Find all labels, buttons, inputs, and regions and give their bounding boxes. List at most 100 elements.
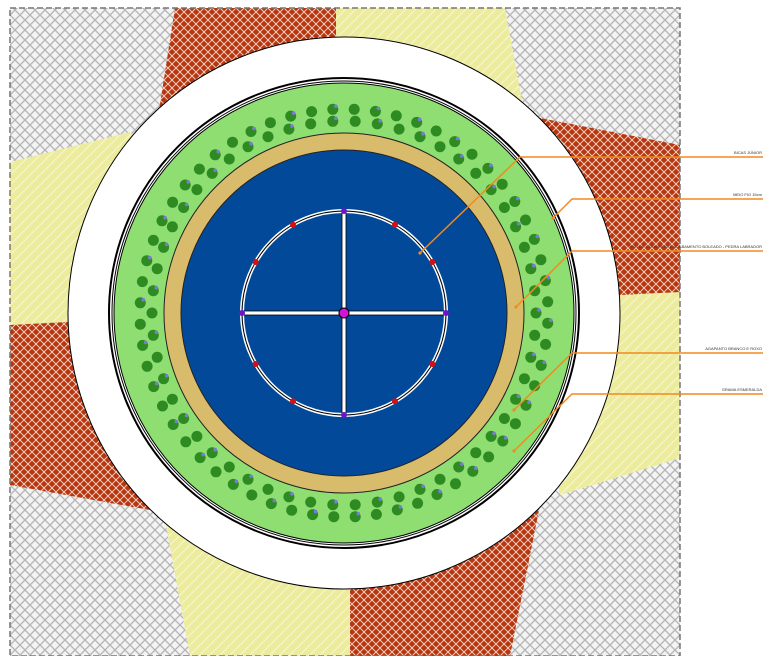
agapanthus-flower — [376, 106, 381, 111]
jet-nozzles — [239, 208, 449, 418]
agapanthus-shrub — [529, 285, 541, 297]
cross-end-nozzle — [443, 310, 449, 316]
agapanthus-flower — [334, 104, 338, 109]
label-piso: PISO DE CONCRETO E ACABAMENTO BOLEADO - … — [629, 244, 763, 249]
leader-lines — [419, 156, 763, 452]
agapanthus-shrub — [412, 497, 424, 509]
agapanthus-shrub — [166, 221, 178, 233]
agapanthus-flower — [516, 222, 521, 226]
agapanthus-flower — [213, 168, 217, 173]
agapanthus-shrub — [223, 153, 235, 165]
jet-nozzle — [392, 398, 398, 405]
agapanthus-shrub — [393, 491, 405, 503]
agapanthus-shrub — [223, 461, 235, 473]
agapanthus-shrub — [434, 141, 446, 153]
agapanthus-shrub — [141, 360, 153, 372]
agapanthus-flower — [504, 436, 508, 440]
site-boundary — [9, 7, 681, 656]
agapanthus-shrub — [518, 241, 530, 253]
agapanthus-flower — [378, 497, 383, 501]
agapanthus-flower — [455, 136, 460, 141]
agapanthus-flower — [398, 505, 403, 509]
agapanthus-flower — [163, 216, 167, 220]
agapanthus-flower — [532, 263, 536, 268]
cross-end-nozzle — [341, 208, 347, 214]
agapanthus-flower — [334, 499, 338, 504]
agapanthus-shrub — [210, 466, 222, 478]
agapanthus-flower — [143, 340, 148, 345]
agapanthus-shrub — [191, 184, 203, 196]
agapanthus-shrub — [540, 338, 552, 350]
agapanthus-shrub — [286, 504, 298, 516]
agapanthus-flower — [474, 466, 478, 471]
agapanthus-flower — [213, 447, 217, 452]
leader-agapanto — [513, 352, 763, 411]
agapanthus-flower — [164, 373, 169, 378]
agapanthus-shrub — [191, 430, 203, 442]
agapanthus-flower — [184, 202, 189, 207]
jet-nozzle — [429, 361, 436, 367]
cross-end-nozzle — [239, 310, 245, 316]
agapanthus-flower — [516, 196, 520, 201]
leader-agapanto-dot — [512, 408, 516, 412]
agapanthus-shrub — [498, 202, 510, 213]
leader-bicas — [419, 156, 763, 254]
agapanthus-flower — [216, 150, 220, 154]
agapanthus-flower — [234, 479, 239, 484]
agapanthus-shrub — [509, 418, 521, 430]
agapanthus-shrub — [434, 473, 446, 485]
agapanthus-flower — [532, 352, 536, 357]
agapanthus-shrub — [393, 123, 405, 135]
leader-grama-dot — [512, 449, 516, 453]
agapanthus-shrub — [348, 103, 360, 115]
agapanthus-flower — [186, 180, 190, 184]
agapanthus-flower — [154, 381, 159, 386]
jet-nozzle — [392, 221, 398, 228]
agapanthus-flower — [438, 489, 442, 494]
agapanthus-shrub — [349, 115, 361, 127]
agapanthus-shrub — [166, 393, 178, 405]
jet-nozzle — [290, 221, 296, 228]
agapanthus-shrub — [151, 263, 163, 275]
label-bicas: BICAS JÚNIOR — [734, 150, 762, 155]
agapanthus-flower — [527, 400, 531, 405]
agapanthus-shrub — [370, 508, 382, 520]
agapanthus-flower — [201, 452, 205, 457]
agapanthus-shrub — [167, 196, 179, 208]
agapanthus-flower — [535, 234, 540, 239]
agapanthus-shrub — [264, 117, 276, 129]
agapanthus-shrub — [529, 329, 541, 341]
agapanthus-planting — [134, 103, 554, 523]
agapanthus-flower — [378, 119, 383, 123]
agapanthus-flower — [184, 413, 189, 418]
agapanthus-flower — [290, 492, 294, 496]
agapanthus-flower — [154, 285, 159, 290]
leader-meio-fio — [552, 198, 763, 219]
label-grama: GRAMA ESMERALDA — [722, 387, 763, 392]
agapanthus-flower — [548, 318, 553, 323]
agapanthus-shrub — [146, 307, 158, 319]
jet-nozzle — [252, 259, 259, 265]
agapanthus-shrub — [180, 436, 192, 448]
agapanthus-flower — [489, 163, 493, 168]
agapanthus-shrub — [193, 163, 205, 175]
agapanthus-shrub — [498, 413, 510, 424]
jet-nozzle — [252, 361, 259, 367]
agapanthus-shrub — [262, 483, 274, 495]
label-agapanto: AGAPANTO BRANCO E ROXO — [705, 346, 762, 351]
agapanthus-shrub — [157, 400, 168, 412]
agapanthus-shrub — [151, 351, 163, 363]
cross-end-nozzle — [341, 412, 347, 418]
agapanthus-flower — [164, 242, 169, 247]
agapanthus-shrub — [136, 276, 148, 288]
agapanthus-flower — [154, 330, 159, 335]
leader-meio-fio-dot — [551, 216, 555, 220]
agapanthus-flower — [537, 308, 541, 312]
agapanthus-shrub — [535, 254, 547, 266]
agapanthus-shrub — [450, 478, 461, 490]
agapanthus-shrub — [529, 380, 541, 392]
agapanthus-shrub — [483, 451, 495, 463]
agapanthus-shrub — [542, 296, 554, 308]
agapanthus-flower — [148, 255, 152, 260]
